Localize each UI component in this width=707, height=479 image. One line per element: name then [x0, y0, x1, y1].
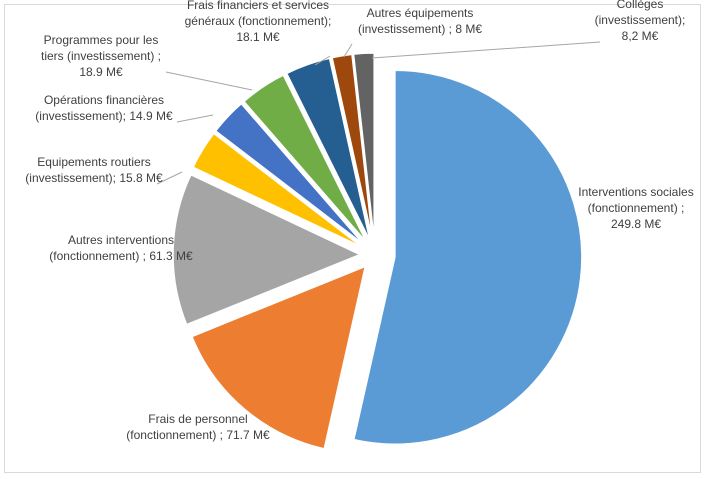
pie-slice — [190, 265, 367, 450]
leader-line — [371, 41, 601, 59]
slice-label-line: Equipements routiers — [37, 155, 150, 169]
slice-data-label: Collèges (investissement); 8,2 M€ — [595, 0, 686, 43]
pie-slice — [242, 74, 368, 244]
leader-lines-layer — [156, 41, 601, 185]
leader-line — [176, 114, 214, 123]
slice-label-line: (fonctionnement) ; — [588, 201, 685, 215]
slice-label-line: (investissement); 14.9 M€ — [35, 109, 173, 123]
slice-label-line: 8,2 M€ — [622, 29, 659, 43]
pie-slice — [352, 52, 375, 241]
slice-label-line: Autres interventions — [68, 233, 174, 247]
slice-label-line: Programmes pour les — [44, 33, 159, 47]
pie-slice — [285, 57, 371, 242]
slice-data-label: Autres interventions (fonctionnement) ; 6… — [49, 233, 193, 263]
slice-label-line: Autres équipements — [367, 6, 474, 20]
slice-label-line: Frais de personnel — [148, 412, 247, 426]
slice-data-label: Autres équipements (investissement) ; 8 M… — [358, 6, 482, 36]
slice-label-line: (fonctionnement) ; 61.3 M€ — [49, 249, 193, 263]
slice-label-line: 249.8 M€ — [611, 217, 661, 231]
slice-label-line: tiers (investissement) ; — [41, 49, 161, 63]
slice-label-line: (investissement); 15.8 M€ — [25, 171, 163, 185]
slice-label-line: (fonctionnement) ; 71.7 M€ — [126, 428, 270, 442]
leader-line — [165, 71, 253, 91]
leader-line — [156, 171, 183, 185]
leader-line — [343, 43, 353, 58]
slice-data-label: Programmes pour les tiers (investissement… — [41, 33, 161, 79]
slice-label-line: (investissement) ; 8 M€ — [358, 22, 482, 36]
slice-label-line: généraux (fonctionnement); — [185, 14, 332, 28]
pie-slice — [331, 53, 374, 241]
slice-label-line: Opérations financières — [44, 93, 164, 107]
slice-data-label: Frais financiers et services généraux (fo… — [185, 0, 332, 44]
slice-label-line: Frais financiers et services — [187, 0, 329, 12]
labels-layer: Interventions sociales (fonctionnement) ;… — [25, 0, 693, 442]
slice-data-label: Interventions sociales (fonctionnement) ;… — [578, 185, 693, 231]
pie-slice — [352, 69, 583, 445]
slice-label-line: Collèges — [617, 0, 664, 11]
pie-slice — [192, 132, 363, 248]
pie-slice — [172, 173, 362, 326]
slice-label-line: 18.1 M€ — [236, 30, 280, 44]
slice-label-line: Interventions sociales — [578, 185, 693, 199]
slice-data-label: Opérations financières (investissement); … — [35, 93, 173, 123]
slice-label-line: 18.9 M€ — [79, 65, 123, 79]
slice-label-line: (investissement); — [595, 13, 686, 27]
slice-data-label: Equipements routiers (investissement); 15… — [25, 155, 163, 185]
slices-layer — [172, 52, 583, 450]
pie-slice — [214, 102, 365, 246]
slice-data-label: Frais de personnel (fonctionnement) ; 71.… — [126, 412, 270, 442]
leader-line — [314, 55, 331, 66]
